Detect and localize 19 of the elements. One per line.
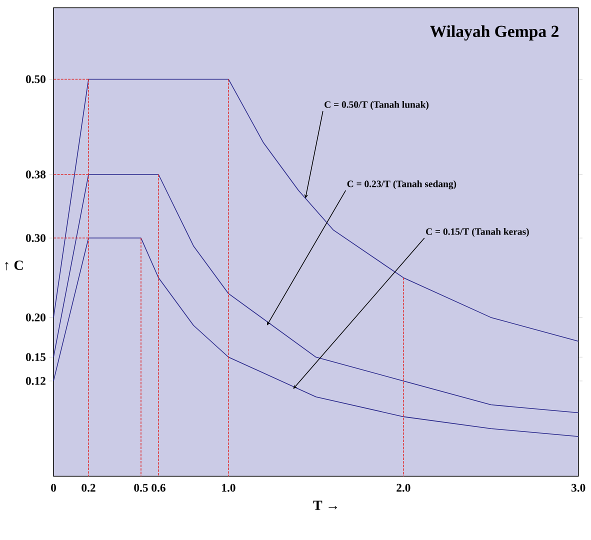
y-tick-label: 0.50 [26,75,46,84]
x-tick-label: 0.2 [82,484,96,492]
x-tick-label: 0.6 [152,484,166,492]
x-axis-title: T → [313,500,337,510]
annotation: C = 0.50/T (Tanah lunak) [324,100,429,110]
y-tick-label: 0.15 [26,352,46,361]
y-tick-label: 0.38 [26,170,46,178]
y-tick-label: 0.12 [26,376,46,385]
x-tick-label: 0 [51,484,56,492]
y-axis-title: ↑ C [5,260,23,270]
annotation: C = 0.23/T (Tanah sedang) [347,180,456,190]
y-tick-label: 0.20 [26,313,46,322]
x-tick-label: 1.0 [222,484,236,492]
x-tick-label: 0.5 [134,484,148,492]
annotation: C = 0.15/T (Tanah keras) [426,228,529,237]
x-tick-label: 3.0 [572,484,586,492]
text: Wilayah Gempa 2 [430,25,558,40]
y-tick-label: 0.30 [26,234,46,242]
x-tick-label: 2.0 [396,484,410,492]
